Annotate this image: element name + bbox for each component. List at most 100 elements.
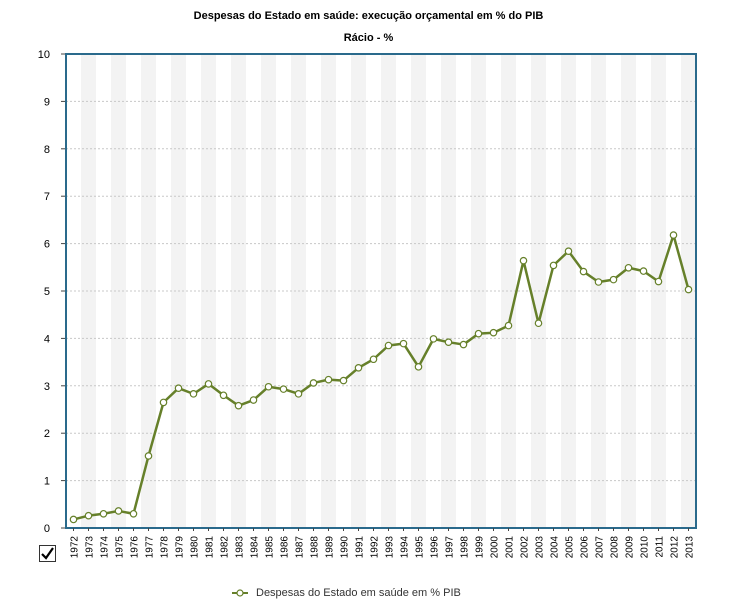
data-point [414,363,423,371]
x-tick-label: 1984 [250,536,261,559]
data-point [114,507,123,515]
x-tick-label: 2009 [625,536,636,559]
data-point [639,267,648,275]
plot-frame [65,53,697,529]
y-tick-label: 1 [44,476,50,488]
data-point [549,261,558,270]
column-band [561,54,576,528]
y-tick-label: 0 [44,523,50,535]
x-tick-label: 1975 [115,536,126,559]
x-tick-label: 1994 [400,536,411,559]
x-tick-label: 1986 [280,536,291,559]
y-tick-label: 3 [44,381,50,393]
legend-line-marker-icon [232,589,248,597]
data-point [144,452,153,460]
x-tick-label: 1999 [475,536,486,559]
x-tick-label: 1977 [145,536,156,559]
x-tick-label: 2008 [610,536,621,559]
data-point [279,385,288,393]
data-point [459,340,468,349]
x-tick-label: 2002 [520,536,531,559]
data-point [294,390,303,398]
data-point [264,382,273,391]
data-point [624,263,633,272]
data-point [429,335,438,343]
data-point [594,278,603,286]
x-tick-label: 1973 [85,536,96,559]
data-point [564,247,573,255]
x-tick-label: 2006 [580,536,591,559]
x-tick-label: 1983 [235,536,246,559]
data-point [489,328,498,337]
data-point [474,329,483,338]
x-tick-label: 1976 [130,536,141,559]
data-point [504,321,513,330]
x-tick-label: 1991 [355,536,366,559]
data-point [69,515,78,524]
x-tick-label: 1990 [340,536,351,559]
y-tick-label: 5 [44,286,50,298]
column-band [81,54,96,528]
column-band [261,54,276,528]
x-tick-label: 2011 [655,536,666,558]
y-tick-label: 6 [44,239,50,251]
data-point [609,275,618,284]
y-tick-label: 2 [44,428,50,440]
data-point [234,401,243,410]
data-point [339,376,348,385]
x-tick-label: 1981 [205,536,216,559]
x-tick-label: 2001 [505,536,516,559]
x-tick-label: 1987 [295,536,306,559]
chart-subtitle: Rácio - % [343,32,394,44]
data-point [174,384,183,392]
chart-title: Despesas do Estado em saúde: execução or… [193,10,544,22]
x-tick-label: 1998 [460,536,471,559]
legend-label: Despesas do Estado em saúde em % PIB [256,587,461,599]
data-point [369,355,378,364]
data-point [309,379,318,387]
x-tick-label: 1989 [325,536,336,559]
legend[interactable]: Despesas do Estado em saúde em % PIB [232,587,461,599]
column-band [381,54,396,528]
x-tick-label: 1995 [415,536,426,559]
data-point [129,509,138,518]
data-point [354,363,363,372]
y-tick-label: 8 [44,144,50,156]
data-point [159,398,168,407]
data-point [669,231,678,239]
column-band [141,54,156,528]
data-point [84,511,93,520]
data-point [519,256,528,265]
data-point [444,338,453,346]
checkmark-icon [41,547,54,560]
data-point [684,285,693,294]
y-tick-label: 10 [38,49,50,61]
data-point [384,341,393,350]
data-point [249,396,258,404]
x-tick-label: 2003 [535,536,546,559]
x-tick-label: 1993 [385,536,396,559]
x-tick-label: 1992 [370,536,381,559]
data-point [579,267,588,276]
column-band [621,54,636,528]
data-point [324,375,333,384]
x-tick-label: 1978 [160,536,171,559]
x-tick-label: 2005 [565,536,576,559]
data-point [399,339,408,348]
x-tick-label: 1996 [430,536,441,559]
x-tick-label: 1985 [265,536,276,559]
x-tick-label: 1974 [100,536,111,559]
data-point [189,390,198,398]
y-tick-label: 7 [44,191,50,203]
toggle-checkbox[interactable] [39,545,56,562]
column-band [501,54,516,528]
column-band [321,54,336,528]
x-tick-label: 1980 [190,536,201,559]
data-point [219,391,228,400]
y-tick-label: 9 [44,96,50,108]
x-tick-label: 2004 [550,536,561,559]
x-tick-label: 2000 [490,536,501,559]
data-point [654,277,663,286]
x-tick-label: 2013 [685,536,696,559]
